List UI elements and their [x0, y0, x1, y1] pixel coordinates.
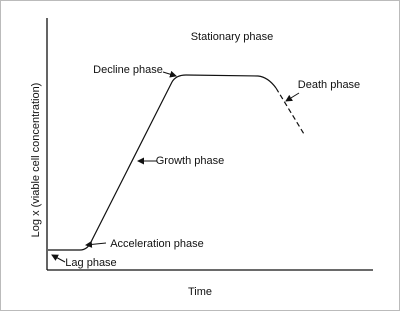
decline-label: Decline phase [93, 64, 163, 76]
death-curve [275, 87, 305, 135]
y-axis-label: Log x (viable cell concentration) [30, 83, 42, 238]
stationary-label: Stationary phase [191, 31, 274, 43]
death-arrow [285, 92, 300, 102]
acceleration-label: Acceleration phase [110, 238, 204, 250]
growth-label: Growth phase [156, 155, 224, 167]
death-label: Death phase [298, 79, 360, 91]
decline-arrow [162, 70, 177, 78]
acceleration-arrow [85, 240, 107, 248]
lag-label: Lag phase [65, 257, 116, 269]
lag-arrow [51, 254, 66, 263]
x-axis-label: Time [188, 286, 212, 298]
